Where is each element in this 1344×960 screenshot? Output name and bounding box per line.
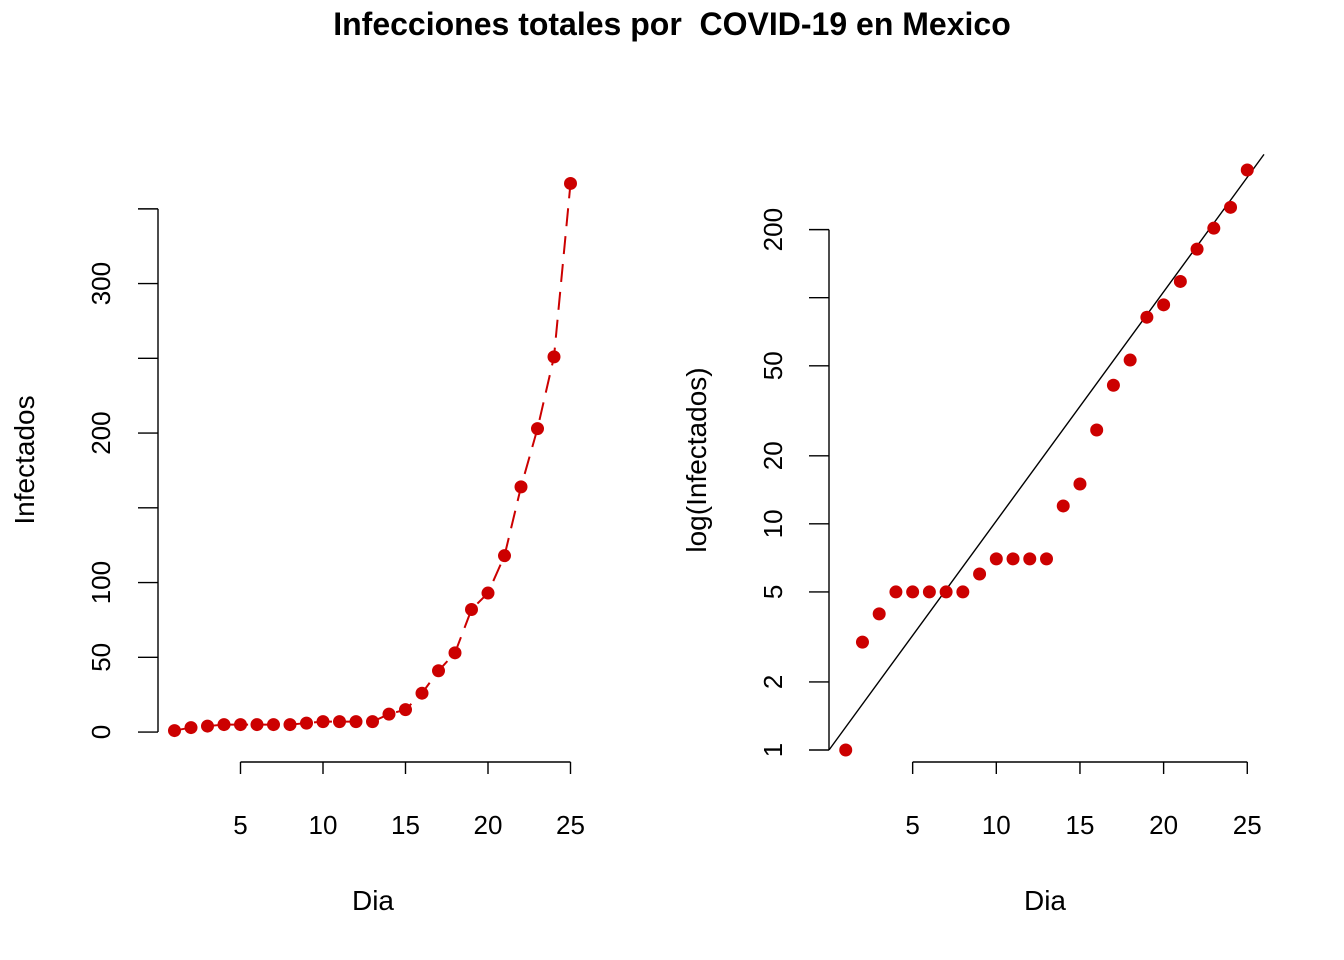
data-point xyxy=(498,549,511,563)
data-point xyxy=(300,716,313,730)
y-tick-label: 20 xyxy=(758,441,788,470)
x-tick-label: 25 xyxy=(1233,810,1262,840)
data-point xyxy=(1040,552,1053,566)
y-axis-label: log(Infectados) xyxy=(681,367,712,552)
x-tick-label: 15 xyxy=(391,810,420,840)
data-point xyxy=(432,664,445,678)
data-point xyxy=(366,715,379,729)
y-tick-label: 300 xyxy=(86,262,116,305)
data-point xyxy=(564,176,577,190)
data-point xyxy=(184,721,198,735)
series-line xyxy=(174,183,572,732)
data-point xyxy=(973,567,987,581)
data-point xyxy=(989,552,1003,566)
data-point xyxy=(1090,423,1104,437)
chart-title: Infecciones totales por COVID-19 en Mexi… xyxy=(333,6,1011,42)
data-point xyxy=(1006,552,1020,566)
data-point xyxy=(1023,552,1037,566)
y-tick-label: 200 xyxy=(86,411,116,454)
data-point xyxy=(1073,477,1087,491)
data-point xyxy=(399,703,412,717)
data-point xyxy=(1140,310,1154,324)
y-tick-label: 0 xyxy=(86,725,116,739)
x-tick-label: 15 xyxy=(1066,810,1095,840)
y-tick-label: 200 xyxy=(758,208,788,251)
data-point xyxy=(333,715,346,729)
data-point xyxy=(1190,242,1204,256)
panel-linear: 5 10 15 20 25 0 50 100 200 300 Dia Infectados xyxy=(9,176,585,916)
y-tick-label: 50 xyxy=(758,351,788,380)
data-point xyxy=(889,585,903,599)
x-axis-label: Dia xyxy=(352,885,394,916)
x-tick-label: 20 xyxy=(1149,810,1178,840)
data-point xyxy=(1106,378,1120,392)
data-point xyxy=(267,718,280,732)
x-tick-label: 5 xyxy=(233,810,247,840)
x-tick-label: 5 xyxy=(905,810,919,840)
data-point xyxy=(382,707,396,721)
y-tick-label: 50 xyxy=(86,643,116,672)
data-point xyxy=(547,350,561,364)
data-point xyxy=(349,715,363,729)
data-point xyxy=(250,718,264,732)
x-tick-label: 10 xyxy=(309,810,338,840)
data-point xyxy=(448,646,462,660)
y-tick-label: 1 xyxy=(758,743,788,757)
data-point xyxy=(956,585,970,599)
y-tick-label: 5 xyxy=(758,585,788,599)
data-point xyxy=(514,480,528,494)
data-point xyxy=(1157,298,1171,312)
data-point xyxy=(415,686,429,700)
data-point xyxy=(855,635,869,649)
data-point xyxy=(201,719,214,733)
data-point xyxy=(922,585,936,599)
data-point xyxy=(939,585,953,599)
y-tick-label: 2 xyxy=(758,675,788,689)
data-point xyxy=(316,715,330,729)
x-tick-label: 25 xyxy=(556,810,585,840)
data-point xyxy=(234,718,247,732)
data-point xyxy=(1224,200,1238,214)
x-tick-label: 10 xyxy=(982,810,1011,840)
data-point xyxy=(1240,163,1254,177)
data-point xyxy=(906,585,920,599)
data-point xyxy=(217,718,231,732)
x-tick-label: 20 xyxy=(474,810,503,840)
y-tick-label: 10 xyxy=(758,509,788,538)
data-point xyxy=(872,607,886,621)
data-point xyxy=(168,724,181,738)
data-point xyxy=(839,743,853,757)
data-point xyxy=(481,586,495,600)
data-point xyxy=(465,602,478,616)
data-point xyxy=(1123,353,1137,367)
fit-line xyxy=(828,153,1265,751)
x-axis-label: Dia xyxy=(1024,885,1066,916)
data-point xyxy=(283,718,297,732)
data-point xyxy=(1056,499,1070,513)
y-axis-label: Infectados xyxy=(9,395,40,524)
data-point xyxy=(531,422,544,436)
y-tick-label: 100 xyxy=(86,561,116,604)
data-point xyxy=(1173,274,1187,288)
data-point xyxy=(1207,221,1221,235)
